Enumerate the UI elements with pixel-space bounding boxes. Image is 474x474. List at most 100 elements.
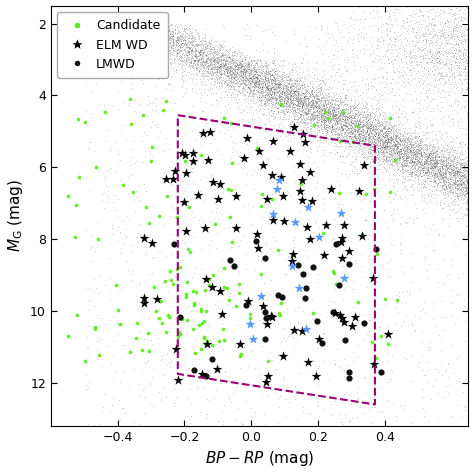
Point: [320, 113, 328, 120]
Point: [306, 114, 314, 121]
Point: [370, 155, 378, 163]
Point: [240, 67, 248, 74]
Point: [406, 134, 414, 142]
Point: [363, 142, 371, 150]
Point: [255, 78, 263, 85]
Point: [365, 133, 373, 140]
Point: [315, 102, 323, 109]
Point: [212, 56, 219, 64]
Point: [304, 99, 312, 106]
Point: [426, 153, 433, 161]
Point: [452, 180, 459, 187]
Point: [328, 110, 336, 118]
Point: [401, 140, 408, 148]
Point: [226, 56, 234, 64]
Point: [432, 37, 440, 45]
Point: [347, 106, 355, 114]
Point: [428, 167, 436, 175]
Point: [283, 153, 291, 161]
Point: [448, 299, 456, 307]
Point: [390, 138, 398, 146]
Point: [216, 40, 224, 47]
Point: [301, 107, 309, 115]
Point: [181, 26, 189, 33]
Point: [308, 88, 315, 95]
Point: [243, 61, 251, 68]
Point: [170, 52, 178, 59]
Point: [441, 191, 449, 198]
Point: [388, 145, 395, 152]
Point: [395, 105, 403, 113]
Point: [400, 161, 407, 168]
Point: [402, 149, 410, 157]
Point: [337, 109, 344, 117]
Point: [138, 24, 146, 31]
Point: [415, 173, 423, 181]
Point: [410, 151, 417, 158]
Point: [444, 189, 451, 197]
Point: [290, 79, 297, 86]
Point: [447, 153, 454, 160]
Point: [227, 82, 234, 90]
Point: [371, 149, 379, 157]
Point: [289, 108, 296, 115]
Point: [179, 27, 187, 35]
Point: [258, 273, 265, 281]
Point: [393, 141, 401, 149]
Point: [283, 107, 291, 114]
Point: [371, 132, 378, 140]
Point: [276, 82, 283, 89]
Point: [365, 134, 373, 142]
Point: [389, 144, 397, 152]
Point: [450, 71, 457, 78]
Point: [404, 141, 411, 148]
Point: [163, 31, 170, 38]
Point: [280, 108, 287, 115]
Point: [375, 128, 383, 136]
Point: [269, 77, 276, 85]
Point: [378, 145, 386, 152]
Point: [344, 116, 351, 123]
Point: [310, 107, 318, 114]
Point: [261, 239, 268, 247]
Point: [446, 49, 454, 57]
Point: [344, 144, 352, 151]
Point: [381, 206, 388, 214]
Point: [229, 60, 237, 67]
Point: [334, 131, 342, 138]
Point: [382, 142, 389, 149]
Point: [297, 90, 304, 98]
Point: [189, 315, 197, 323]
Point: [298, 119, 305, 127]
Point: [404, 166, 411, 174]
Point: [331, 110, 338, 118]
Point: [172, 26, 179, 33]
Point: [387, 33, 394, 41]
Point: [104, 187, 111, 194]
Point: [374, 141, 382, 149]
Point: [137, 30, 145, 37]
Point: [404, 156, 412, 164]
Point: [170, 39, 177, 46]
Point: [337, 123, 345, 131]
Point: [437, 169, 445, 177]
Point: [239, 420, 247, 428]
Point: [296, 290, 303, 298]
Point: [424, 167, 432, 175]
Point: [451, 170, 458, 177]
Point: [132, 26, 139, 33]
Point: [402, 311, 410, 319]
Point: [322, 126, 330, 133]
Point: [420, 148, 428, 156]
Point: [380, 148, 387, 156]
Point: [418, 164, 425, 172]
Point: [365, 137, 373, 145]
Point: [271, 67, 279, 74]
Point: [178, 57, 185, 65]
Point: [276, 98, 283, 105]
Point: [458, 170, 466, 177]
Point: [293, 111, 301, 118]
Point: [423, 183, 430, 191]
Point: [199, 107, 207, 115]
Point: [431, 74, 439, 82]
